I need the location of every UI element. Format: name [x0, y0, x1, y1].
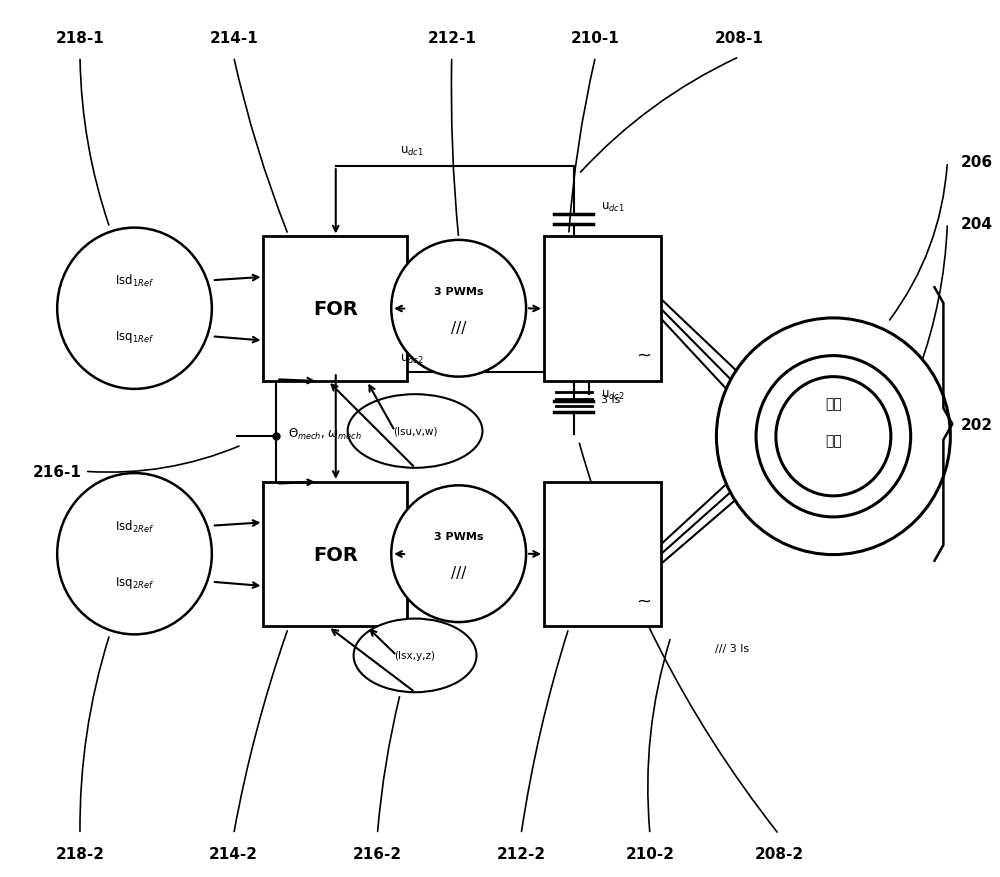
- Text: 202: 202: [960, 417, 992, 433]
- Ellipse shape: [391, 240, 526, 377]
- Text: u$_{dc2}$: u$_{dc2}$: [601, 389, 625, 402]
- Ellipse shape: [57, 228, 212, 389]
- Text: 转子: 转子: [825, 434, 842, 448]
- Text: 212-1: 212-1: [427, 32, 476, 46]
- Ellipse shape: [391, 486, 526, 623]
- Text: 204: 204: [960, 217, 992, 232]
- Text: /// 3 ls: /// 3 ls: [715, 644, 750, 653]
- Ellipse shape: [57, 474, 212, 635]
- Text: 3 ls: 3 ls: [601, 394, 621, 404]
- Text: FOR: FOR: [313, 300, 358, 319]
- Text: ~: ~: [636, 346, 651, 364]
- Text: u$_{dc1}$: u$_{dc1}$: [601, 201, 625, 214]
- Text: FOR: FOR: [313, 545, 358, 564]
- Text: 216-2: 216-2: [353, 845, 402, 860]
- Text: (Isu,v,w): (Isu,v,w): [393, 426, 437, 437]
- Text: Isd$_{2Ref}$: Isd$_{2Ref}$: [115, 518, 154, 534]
- Text: 206: 206: [960, 155, 992, 170]
- Ellipse shape: [776, 377, 891, 496]
- Ellipse shape: [348, 395, 482, 468]
- Text: 3 PWMs: 3 PWMs: [434, 531, 483, 542]
- Text: u$_{dc2}$: u$_{dc2}$: [400, 353, 424, 366]
- Text: u$_{dc1}$: u$_{dc1}$: [400, 146, 424, 159]
- Text: 216-1: 216-1: [32, 464, 81, 479]
- Text: 210-1: 210-1: [571, 32, 620, 46]
- Text: ///: ///: [451, 321, 466, 336]
- Ellipse shape: [716, 318, 950, 555]
- Text: Isq$_{2Ref}$: Isq$_{2Ref}$: [115, 574, 154, 590]
- Text: 212-2: 212-2: [497, 845, 546, 860]
- Text: 218-1: 218-1: [56, 32, 104, 46]
- Text: 218-2: 218-2: [55, 845, 104, 860]
- Text: Isq$_{1Ref}$: Isq$_{1Ref}$: [115, 329, 154, 345]
- Text: ~: ~: [636, 591, 651, 610]
- Text: 定子: 定子: [825, 396, 842, 410]
- Bar: [544, 237, 661, 381]
- Text: 208-1: 208-1: [715, 32, 764, 46]
- Text: (Isx,y,z): (Isx,y,z): [395, 651, 436, 660]
- Bar: [544, 482, 661, 627]
- Ellipse shape: [756, 356, 911, 517]
- Ellipse shape: [354, 619, 477, 693]
- Text: Isd$_{1Ref}$: Isd$_{1Ref}$: [115, 273, 154, 289]
- Text: 214-2: 214-2: [209, 845, 258, 860]
- Text: 214-1: 214-1: [209, 32, 258, 46]
- Bar: [263, 237, 407, 381]
- Text: 210-2: 210-2: [625, 845, 674, 860]
- Text: ///: ///: [451, 566, 466, 581]
- Bar: [263, 482, 407, 627]
- Text: 208-2: 208-2: [754, 845, 803, 860]
- Text: $\Theta_{mech}$, $\omega_{mech}$: $\Theta_{mech}$, $\omega_{mech}$: [288, 426, 362, 442]
- Text: 3 PWMs: 3 PWMs: [434, 287, 483, 296]
